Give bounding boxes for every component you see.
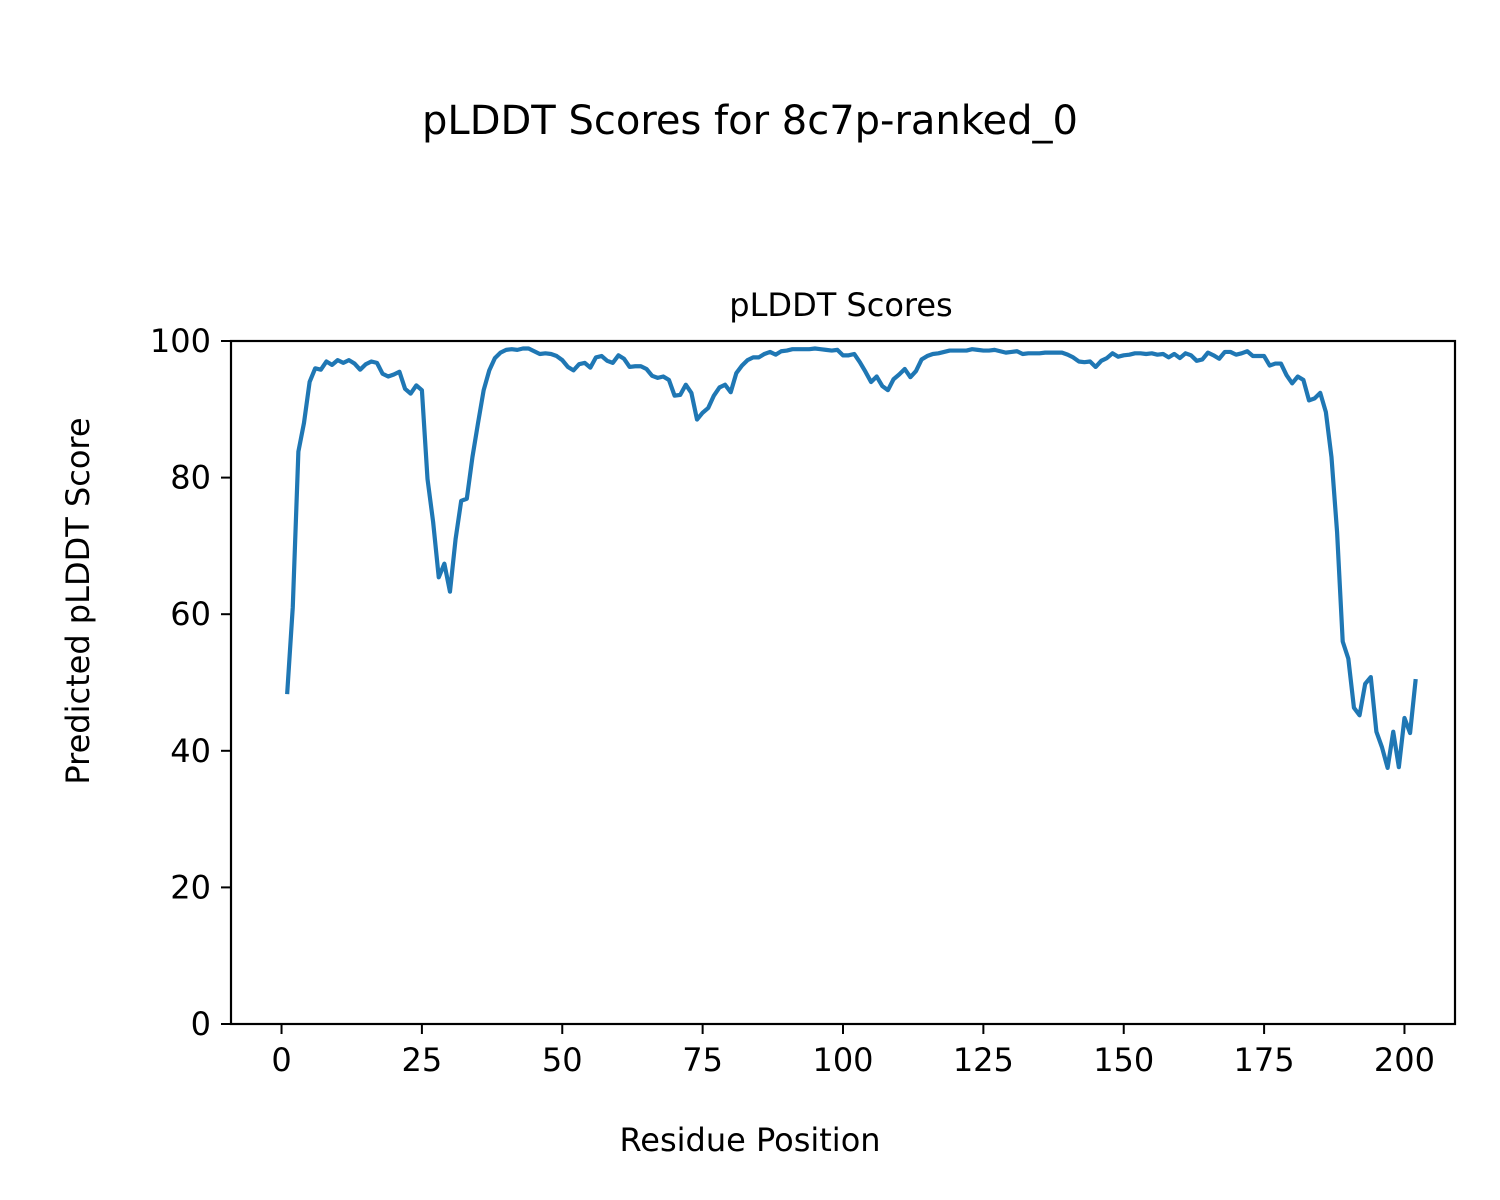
y-axis-label: Predicted pLDDT Score <box>59 417 97 784</box>
y-tick-label: 60 <box>170 595 211 633</box>
x-axis-label: Residue Position <box>619 1121 880 1159</box>
x-tick-label: 75 <box>682 1041 723 1079</box>
y-tick-label: 20 <box>170 868 211 906</box>
y-tick-label: 0 <box>191 1005 211 1043</box>
y-tick-label: 40 <box>170 732 211 770</box>
x-tick-label: 50 <box>542 1041 583 1079</box>
x-tick-label: 200 <box>1374 1041 1435 1079</box>
series-line <box>285 346 1418 770</box>
x-tick-label: 150 <box>1093 1041 1154 1079</box>
x-tick-label: 25 <box>402 1041 443 1079</box>
x-tick-label: 100 <box>812 1041 873 1079</box>
plot-area <box>231 341 1455 1024</box>
plot-background <box>231 341 1455 1024</box>
x-tick-label: 0 <box>271 1041 291 1079</box>
x-tick-label: 125 <box>953 1041 1014 1079</box>
plot-frame <box>229 339 1457 1026</box>
figure-title: pLDDT Scores for 8c7p-ranked_0 <box>422 98 1078 144</box>
chart-title: pLDDT Scores <box>729 286 952 324</box>
y-tick-label: 100 <box>150 322 211 360</box>
y-axis: 0 20 40 60 80 100 <box>150 322 231 1043</box>
x-axis: 0 25 50 75 100 125 150 175 200 <box>271 1024 1435 1079</box>
y-tick-label: 80 <box>170 459 211 497</box>
x-tick-label: 175 <box>1234 1041 1295 1079</box>
